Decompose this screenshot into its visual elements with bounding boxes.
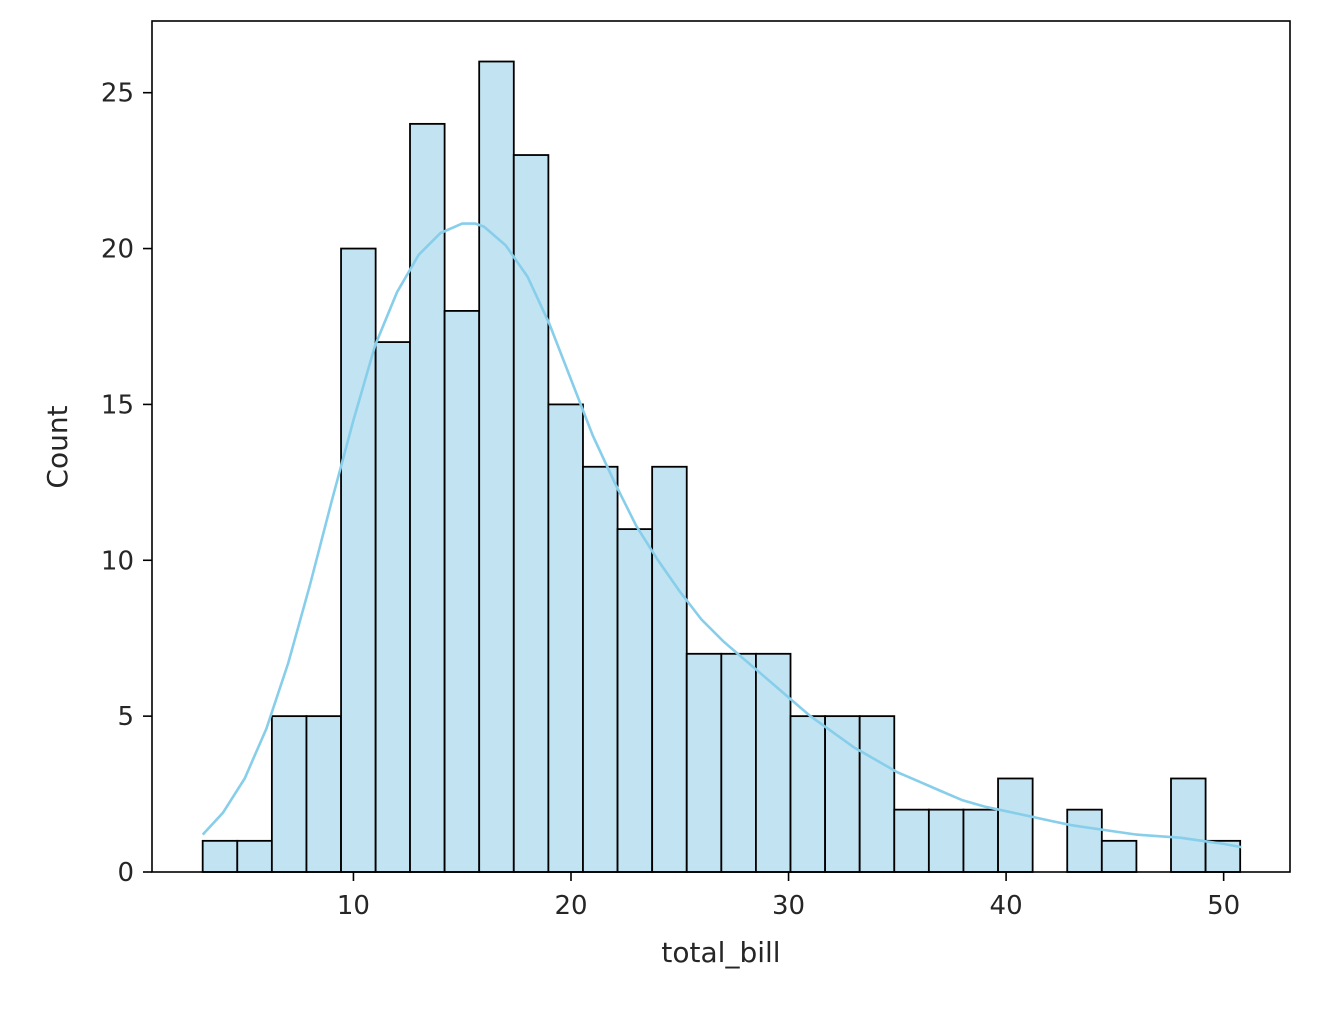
x-tick-label: 20 <box>554 891 587 921</box>
kde-curve <box>201 222 1242 849</box>
histogram-bar-11 <box>582 465 619 873</box>
histogram-bar-22 <box>962 808 999 873</box>
x-axis-label: total_bill <box>661 936 780 969</box>
histogram-bar-6 <box>409 122 446 873</box>
histogram-bar-3 <box>305 715 342 873</box>
histogram-bar-17 <box>789 715 826 873</box>
y-tick-label: 20 <box>101 235 134 265</box>
histogram-bar-0 <box>201 839 239 873</box>
histogram-bar-13 <box>651 465 688 873</box>
histogram-bar-12 <box>616 528 654 873</box>
histogram-bar-10 <box>547 403 584 873</box>
y-axis-ticks: 0 5 10 15 20 25 <box>101 79 152 888</box>
histogram-bar-25 <box>1066 808 1103 873</box>
y-tick-label: 5 <box>117 702 134 732</box>
x-tick-label: 50 <box>1207 891 1240 921</box>
histogram-bar-23 <box>997 777 1034 873</box>
y-axis-label: Count <box>41 405 74 488</box>
y-tick-label: 0 <box>117 858 134 888</box>
y-tick-label: 15 <box>101 390 134 420</box>
x-tick-label: 10 <box>337 891 370 921</box>
x-tick-label: 40 <box>990 891 1023 921</box>
histogram-bar-9 <box>512 154 550 873</box>
histogram-bar-7 <box>443 310 481 873</box>
histogram-bar-28 <box>1170 777 1207 873</box>
histogram-bar-18 <box>824 715 861 873</box>
histogram-bar-21 <box>927 808 965 873</box>
histogram-bar-8 <box>478 60 515 873</box>
y-tick-label: 25 <box>101 79 134 109</box>
x-tick-label: 30 <box>772 891 805 921</box>
histogram-bars <box>201 60 1242 873</box>
histogram-bar-16 <box>755 652 792 873</box>
histogram-bar-5 <box>374 341 411 873</box>
histogram-bar-15 <box>720 652 757 873</box>
histogram-bar-19 <box>858 715 896 873</box>
histogram-bar-14 <box>685 652 723 873</box>
y-tick-label: 10 <box>101 546 134 576</box>
histogram-bar-26 <box>1100 839 1138 873</box>
histogram-bar-4 <box>340 247 377 873</box>
plot-frame <box>151 20 1291 873</box>
histogram-bar-2 <box>270 715 308 873</box>
histogram-bar-20 <box>893 808 930 873</box>
histogram-bar-1 <box>236 839 273 873</box>
x-axis-ticks: 10 20 30 40 50 <box>337 872 1240 921</box>
